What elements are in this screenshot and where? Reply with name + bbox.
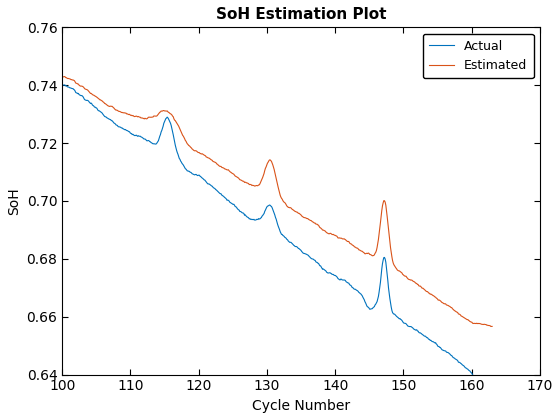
Estimated	[189, 147, 195, 152]
Estimated	[488, 324, 495, 329]
X-axis label: Cycle Number: Cycle Number	[252, 399, 350, 413]
Actual	[311, 258, 318, 263]
Estimated	[373, 248, 380, 253]
Title: SoH Estimation Plot: SoH Estimation Plot	[216, 7, 386, 22]
Actual	[61, 82, 68, 87]
Line: Estimated: Estimated	[62, 76, 492, 326]
Actual	[189, 171, 196, 176]
Estimated	[310, 220, 317, 225]
Legend: Actual, Estimated: Actual, Estimated	[423, 34, 534, 78]
Actual	[183, 167, 189, 172]
Actual	[59, 83, 66, 88]
Estimated	[489, 324, 496, 329]
Y-axis label: SoH: SoH	[7, 187, 21, 215]
Estimated	[99, 99, 106, 104]
Estimated	[59, 74, 66, 79]
Actual	[72, 90, 79, 95]
Line: Actual: Actual	[62, 85, 492, 420]
Actual	[374, 299, 380, 304]
Estimated	[72, 79, 78, 84]
Estimated	[182, 138, 189, 143]
Actual	[100, 112, 106, 117]
